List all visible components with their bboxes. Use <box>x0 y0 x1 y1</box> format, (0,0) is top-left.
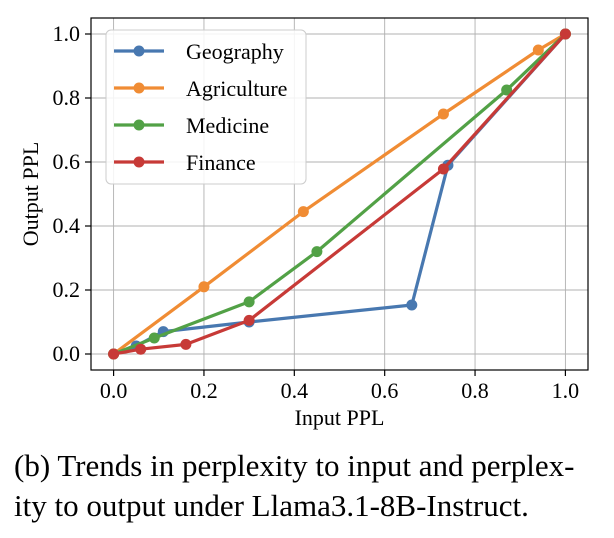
data-point-medicine <box>148 332 160 344</box>
x-tick-label: 0.4 <box>281 378 309 403</box>
legend-label-agriculture: Agriculture <box>186 76 287 101</box>
data-point-finance <box>108 348 120 360</box>
legend-marker-medicine <box>133 119 145 131</box>
x-axis-label: Input PPL <box>295 405 385 430</box>
line-chart: 0.0 0.2 0.4 0.6 0.8 1.0 0.0 0.2 0.4 0.6 0.8 1.0 Inpu… <box>18 17 589 430</box>
data-point-agriculture <box>532 44 544 56</box>
x-tick-label: 0.8 <box>461 378 489 403</box>
data-point-finance <box>437 163 449 175</box>
data-point-medicine <box>501 84 513 96</box>
x-tick-label: 1.0 <box>552 378 580 403</box>
data-point-agriculture <box>297 206 309 218</box>
data-point-medicine <box>243 296 255 308</box>
legend-label-geography: Geography <box>186 39 284 64</box>
x-tick-label: 0.2 <box>190 378 218 403</box>
y-tick-label: 0.8 <box>53 85 81 110</box>
x-tick-label: 0.6 <box>371 378 399 403</box>
plot-frame <box>90 17 589 371</box>
series-line-medicine <box>111 32 568 356</box>
legend-box <box>105 29 307 185</box>
x-tick-label: 0.0 <box>100 378 128 403</box>
y-tick-label: 0.4 <box>53 213 81 238</box>
data-point-medicine <box>311 246 323 258</box>
y-tick-label: 0.2 <box>53 277 81 302</box>
figure-caption: (b) Trends in perplexity to input and pe… <box>14 448 575 523</box>
y-tick-label: 0.6 <box>53 149 81 174</box>
y-axis-label: Output PPL <box>18 142 43 247</box>
data-point-agriculture <box>437 108 449 120</box>
data-point-finance <box>135 343 147 355</box>
y-tick-label: 1.0 <box>53 21 81 46</box>
legend-marker-finance <box>133 156 145 168</box>
data-point-geography <box>406 299 418 311</box>
y-tick-label: 0.0 <box>53 341 81 366</box>
legend-label-medicine: Medicine <box>186 113 269 138</box>
legend-marker-geography <box>133 45 145 57</box>
data-point-finance <box>559 28 571 40</box>
data-point-finance <box>243 314 255 326</box>
legend-label-finance: Finance <box>186 150 256 175</box>
data-point-finance <box>180 338 192 350</box>
legend-marker-agriculture <box>133 82 145 94</box>
data-point-agriculture <box>198 281 210 293</box>
